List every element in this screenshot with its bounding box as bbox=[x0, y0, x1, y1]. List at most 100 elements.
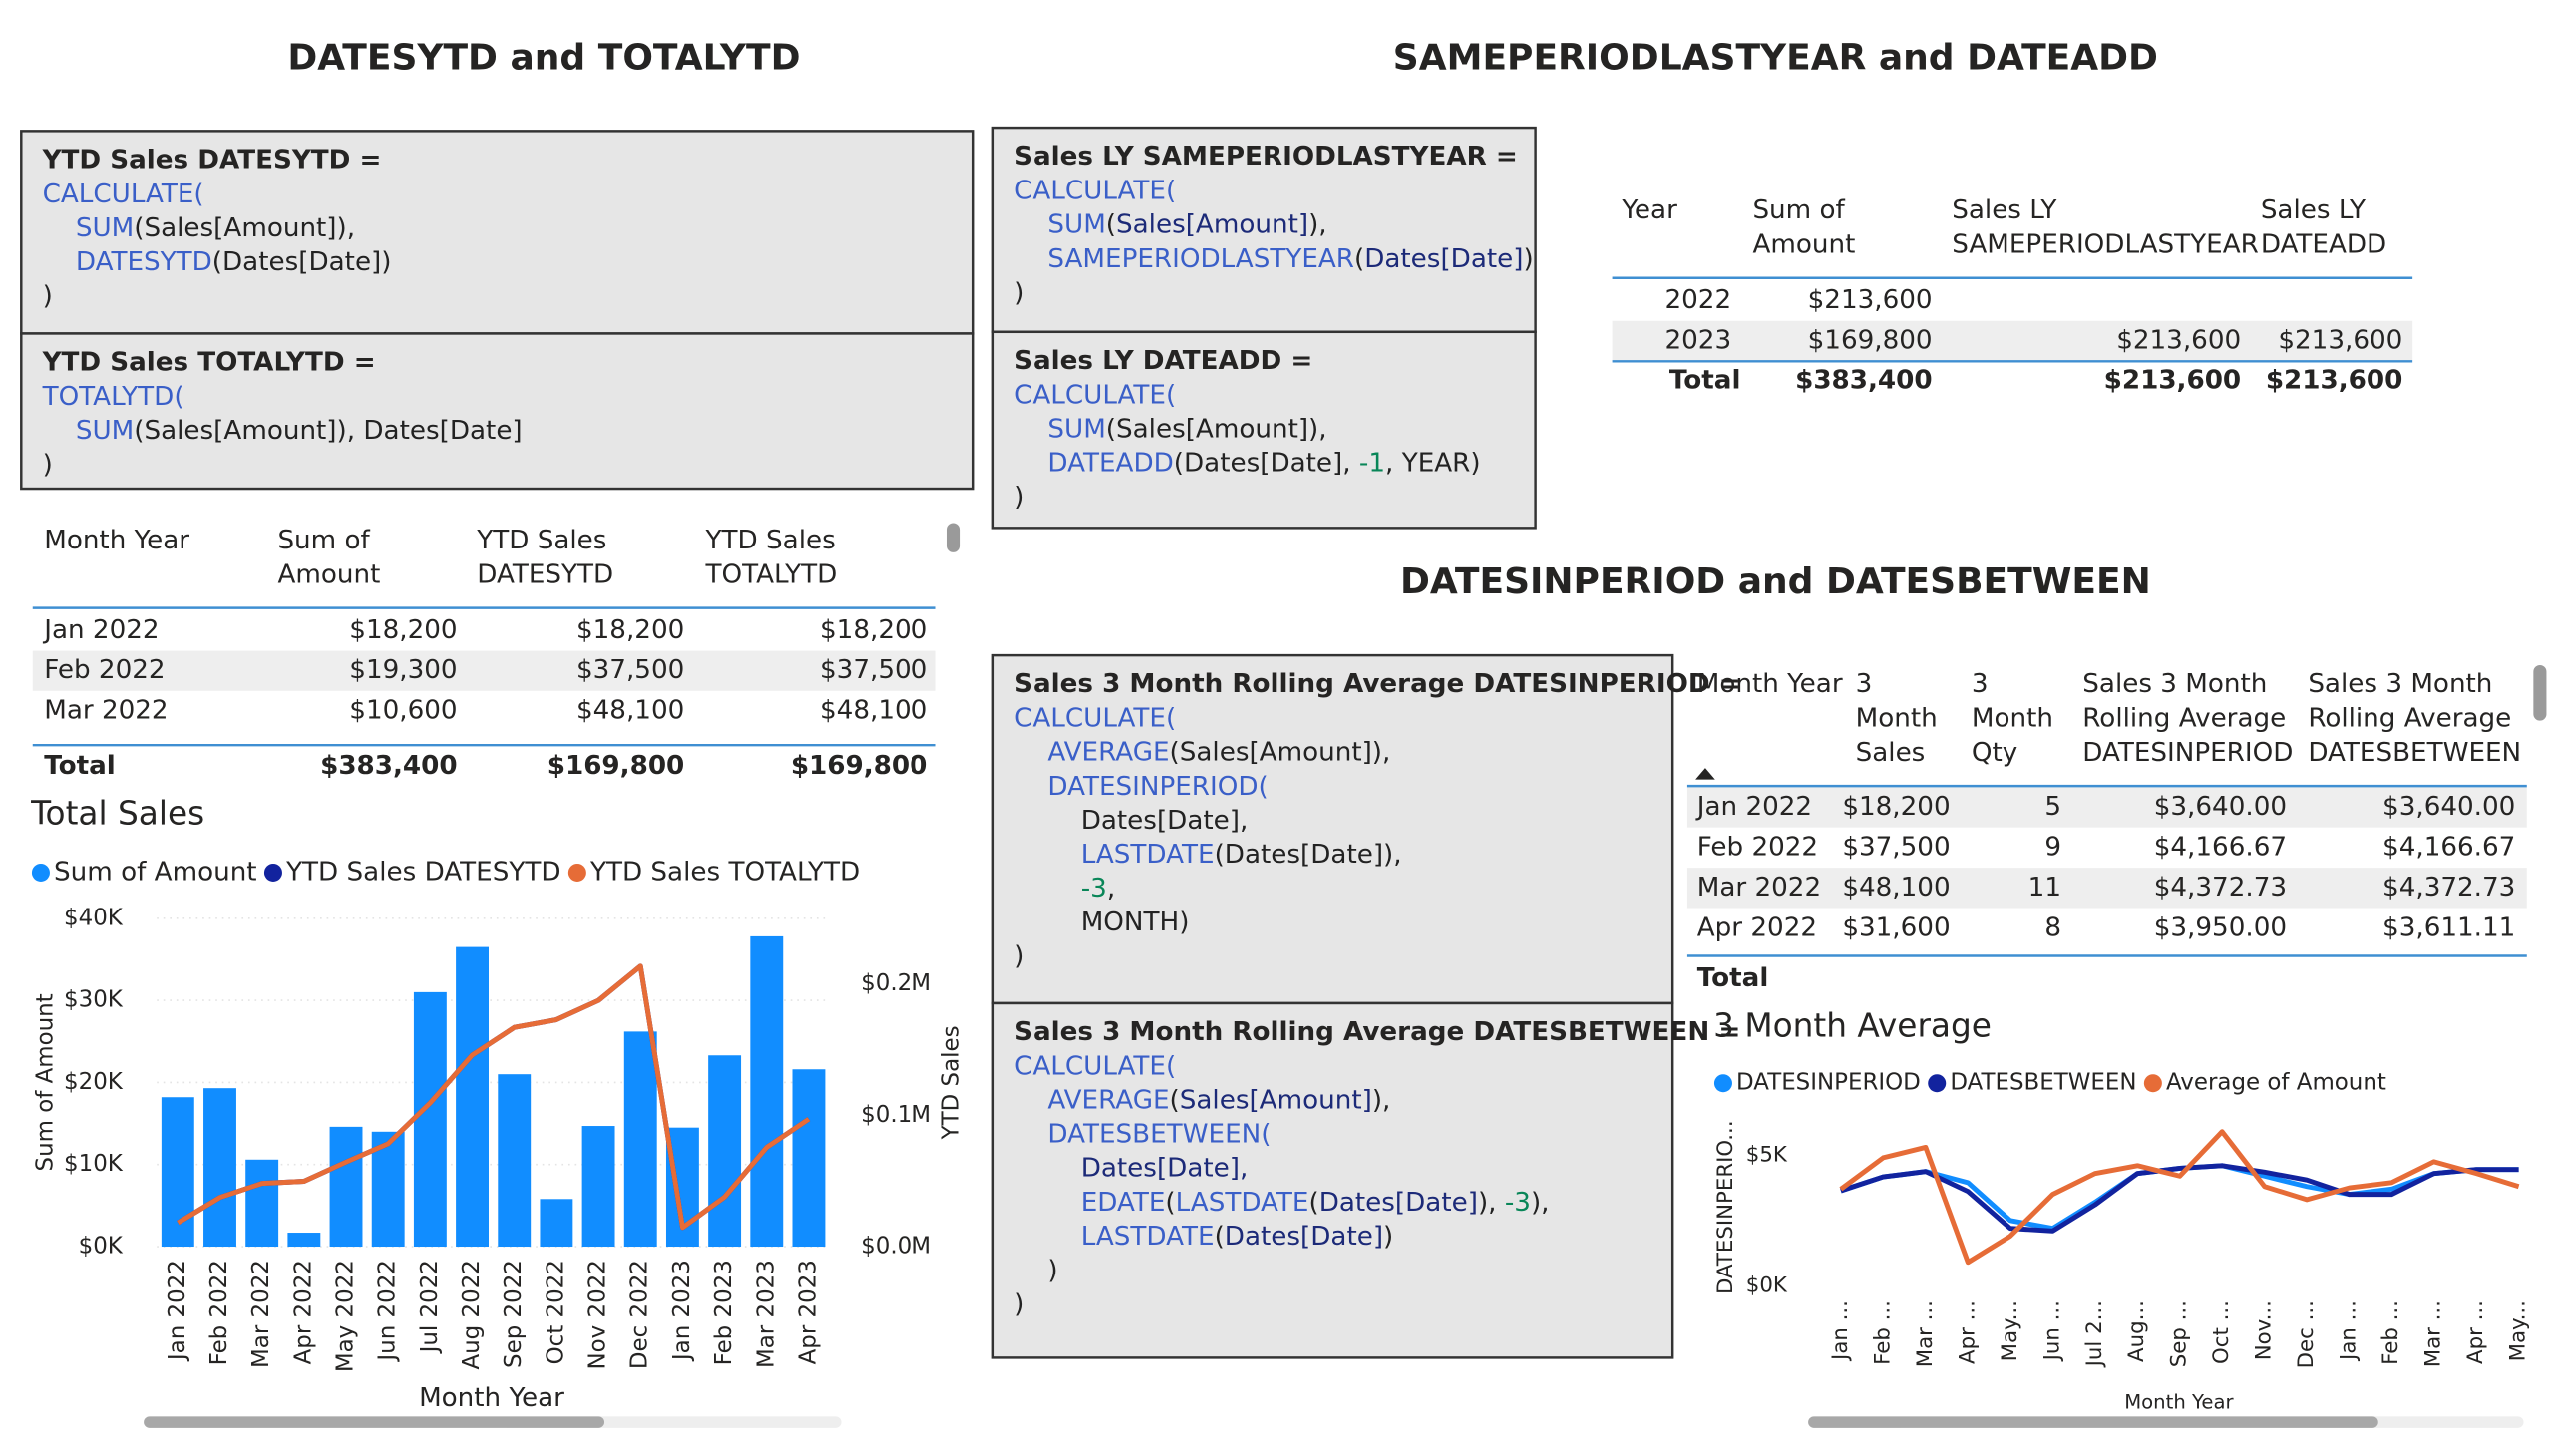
code-line: DATESBETWEEN( bbox=[1014, 1119, 1271, 1149]
chart-title: Total Sales bbox=[30, 795, 204, 833]
column-header: Sales 3 Month bbox=[2082, 669, 2267, 699]
code-token: CALCULATE( bbox=[1014, 703, 1176, 733]
x-tick-label: Jan ... bbox=[2337, 1300, 2362, 1362]
column-header: Rolling Average bbox=[2082, 703, 2286, 733]
bar bbox=[581, 1126, 615, 1248]
scroll-thumb[interactable] bbox=[144, 1416, 605, 1428]
code-token: , bbox=[1107, 874, 1115, 904]
table-cell: 2023 bbox=[1664, 325, 1731, 355]
column-header: Month bbox=[1972, 703, 2053, 733]
code-token: ( bbox=[1106, 209, 1116, 239]
x-tick-label: Aug... bbox=[2124, 1300, 2149, 1362]
y2-tick-label: $0.0M bbox=[861, 1234, 931, 1260]
column-header: Amount bbox=[1752, 230, 1855, 260]
legend-label: Average of Amount bbox=[2166, 1070, 2386, 1096]
table-cell: $31,600 bbox=[1842, 912, 1950, 942]
table-cell: $10,600 bbox=[349, 695, 457, 725]
table-cell: Jan 2022 bbox=[42, 615, 159, 645]
section-title: DATESYTD and TOTALYTD bbox=[287, 37, 800, 78]
code-token: CALCULATE( bbox=[43, 179, 204, 208]
code-token: LASTDATE bbox=[1176, 1187, 1309, 1217]
table-cell: Feb 2022 bbox=[1697, 832, 1818, 862]
legend-marker bbox=[263, 863, 282, 882]
bar bbox=[245, 1159, 279, 1248]
code-token: CALCULATE( bbox=[1014, 1051, 1176, 1081]
code-line: DATEADD(Dates[Date], -1, YEAR) bbox=[1014, 448, 1480, 478]
code-line: SAMEPERIODLASTYEAR(Dates[Date]) bbox=[1014, 243, 1534, 273]
y-tick-label: $10K bbox=[64, 1151, 124, 1177]
bar bbox=[498, 1074, 532, 1248]
x-axis-title: Month Year bbox=[2124, 1391, 2234, 1414]
legend-label: DATESBETWEEN bbox=[1950, 1070, 2136, 1096]
code-line: CALCULATE( bbox=[1014, 380, 1176, 410]
code-token: ) bbox=[1014, 941, 1024, 971]
legend-marker bbox=[1928, 1074, 1947, 1093]
code-token: DATESINPERIOD( bbox=[1014, 771, 1269, 801]
bar bbox=[623, 1031, 657, 1248]
code-line: ) bbox=[1014, 482, 1024, 512]
code-token: SUM bbox=[1014, 414, 1106, 444]
code-token: ( bbox=[1308, 1187, 1318, 1217]
row-band bbox=[32, 650, 936, 691]
total-cell: $169,800 bbox=[547, 751, 685, 781]
legend-marker bbox=[2143, 1074, 2162, 1093]
code-token: DATESBETWEEN( bbox=[1014, 1119, 1271, 1149]
scroll-thumb[interactable] bbox=[1808, 1416, 2378, 1428]
code-line: ) bbox=[1014, 277, 1024, 307]
table-cell: $213,600 bbox=[2278, 325, 2402, 355]
x-tick-label: Jul 2022 bbox=[417, 1260, 443, 1354]
bar bbox=[413, 991, 447, 1248]
table-cell: $19,300 bbox=[349, 655, 457, 685]
scroll-thumb[interactable] bbox=[2533, 664, 2547, 721]
table-cell: $48,100 bbox=[820, 695, 927, 725]
legend-label: DATESINPERIOD bbox=[1736, 1070, 1921, 1096]
column-header: YTD Sales bbox=[705, 526, 836, 555]
legend-label: YTD Sales TOTALYTD bbox=[589, 857, 860, 887]
column-header: Sales LY bbox=[1952, 195, 2057, 225]
bar bbox=[456, 946, 489, 1248]
x-tick-label: May... bbox=[2506, 1300, 2531, 1361]
table-cell: $213,600 bbox=[2116, 325, 2241, 355]
bar bbox=[792, 1069, 826, 1248]
column-header: YTD Sales bbox=[476, 526, 606, 555]
x-tick-label: Jan ... bbox=[1828, 1300, 1853, 1362]
legend-marker bbox=[31, 863, 50, 882]
y-tick-label: $40K bbox=[64, 905, 124, 930]
table-cell: $37,500 bbox=[1842, 832, 1950, 862]
table-cell: $4,166.67 bbox=[2382, 832, 2515, 862]
x-tick-label: Apr ... bbox=[1955, 1300, 1980, 1364]
y-tick-label: $30K bbox=[64, 987, 124, 1013]
code-token: AVERAGE bbox=[1014, 1085, 1169, 1115]
bar bbox=[161, 1097, 194, 1248]
code-token: (Sales[Amount]), Dates[Date] bbox=[134, 416, 522, 446]
column-header: Sales 3 Month bbox=[2308, 669, 2492, 699]
x-axis-title: Month Year bbox=[419, 1383, 564, 1413]
x-tick-label: Mar ... bbox=[1913, 1300, 1938, 1367]
code-token: ) bbox=[1014, 277, 1024, 307]
code-token: SUM bbox=[1014, 209, 1106, 239]
code-token: Dates[Date] bbox=[1225, 1221, 1383, 1251]
column-header: TOTALYTD bbox=[705, 559, 838, 589]
code-token: Dates[Date] bbox=[1364, 243, 1523, 273]
x-tick-label: Jul 2... bbox=[2082, 1300, 2107, 1368]
row-band bbox=[1612, 320, 2413, 361]
y-tick-label: $5K bbox=[1746, 1142, 1788, 1167]
y-tick-label: $20K bbox=[64, 1069, 124, 1095]
x-tick-label: Jun ... bbox=[2039, 1300, 2064, 1362]
scroll-thumb[interactable] bbox=[946, 523, 961, 552]
line bbox=[177, 963, 811, 1231]
code-box bbox=[991, 126, 1537, 334]
code-token: ) bbox=[1014, 1255, 1058, 1284]
x-tick-label: Dec ... bbox=[2294, 1300, 2319, 1368]
code-token: ) bbox=[1523, 243, 1533, 273]
code-token: ( bbox=[1165, 1187, 1175, 1217]
bar bbox=[540, 1199, 573, 1248]
total-cell: $169,800 bbox=[791, 751, 928, 781]
code-line: ) bbox=[1014, 1255, 1058, 1284]
code-token: (Sales[Amount]), bbox=[134, 212, 355, 242]
table-cell: 8 bbox=[2044, 912, 2061, 942]
bar bbox=[329, 1126, 363, 1248]
code-token: Sales[Amount] bbox=[1116, 209, 1308, 239]
column-header: Qty bbox=[1972, 738, 2017, 768]
